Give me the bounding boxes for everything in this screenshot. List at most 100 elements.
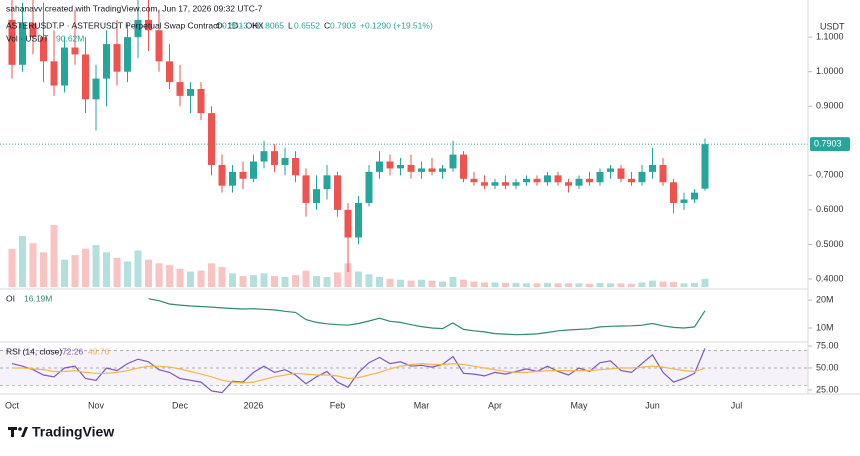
volume-bar bbox=[124, 261, 131, 287]
candle-body bbox=[355, 202, 362, 238]
volume-bar bbox=[586, 283, 593, 287]
candle-body bbox=[19, 23, 26, 65]
y-tick-label: 25.00 bbox=[816, 384, 839, 394]
change: +0.1290 (+19.51%) bbox=[360, 20, 433, 30]
candle-body bbox=[376, 161, 383, 172]
x-tick-label: Nov bbox=[88, 400, 105, 410]
ohlc-letter: C bbox=[324, 20, 330, 30]
volume-bar bbox=[449, 276, 457, 287]
volume-bar bbox=[365, 274, 373, 287]
candle-body bbox=[124, 37, 131, 72]
volume-bar bbox=[565, 283, 572, 287]
volume-bar bbox=[512, 282, 520, 287]
candle-body bbox=[197, 88, 205, 114]
volume-bar bbox=[250, 275, 257, 287]
volume-bar bbox=[92, 245, 100, 287]
candle-body bbox=[680, 199, 688, 203]
candle-body bbox=[512, 182, 520, 186]
volume-name: Vol · USDT bbox=[6, 33, 49, 43]
volume-bar bbox=[649, 280, 656, 287]
volume-bar bbox=[691, 282, 698, 287]
volume-bar bbox=[470, 281, 478, 287]
ohlc-value: 0.7903 bbox=[330, 20, 356, 30]
candle-body bbox=[155, 30, 163, 62]
candle-body bbox=[670, 182, 677, 203]
candle-body bbox=[239, 171, 247, 179]
candle-body bbox=[71, 47, 79, 55]
volume-bar bbox=[344, 263, 352, 287]
candle-body bbox=[565, 182, 572, 186]
ohlc-value: 0.6613 bbox=[222, 20, 248, 30]
ohlc-letter: L bbox=[288, 20, 293, 30]
candle-body bbox=[428, 168, 436, 172]
candle-body bbox=[344, 209, 352, 238]
candle-body bbox=[29, 23, 37, 38]
volume-bar bbox=[313, 276, 320, 287]
candle-body bbox=[470, 178, 478, 183]
y-tick-label: 0.5000 bbox=[816, 239, 844, 249]
volume-bar bbox=[670, 281, 677, 287]
ohlc-letter: H bbox=[252, 20, 258, 30]
series-line bbox=[11, 348, 706, 394]
series-line bbox=[148, 298, 706, 336]
ohlc-value: 0.6552 bbox=[294, 20, 320, 30]
candle-body bbox=[103, 44, 110, 79]
x-tick-label: Jun bbox=[645, 400, 660, 410]
volume-bar bbox=[502, 282, 509, 287]
candle-body bbox=[113, 44, 121, 72]
volume-bar bbox=[638, 282, 646, 287]
candle-body bbox=[701, 144, 709, 189]
volume-bar bbox=[680, 283, 688, 287]
candle-body bbox=[502, 182, 509, 186]
candle-body bbox=[407, 164, 415, 172]
plot-layer: Oct Nov Dec 2026 Feb Mar Apr May Jun Jul 0.4000 0.5… bbox=[0, 0, 844, 410]
volume-bar bbox=[208, 263, 215, 287]
volume-bar bbox=[40, 252, 47, 287]
candle-body bbox=[607, 168, 614, 172]
candle-body bbox=[92, 78, 100, 100]
volume-bar bbox=[229, 273, 236, 287]
candle-body bbox=[586, 178, 593, 183]
volume-value: 90.62M bbox=[56, 33, 84, 43]
logo-icon bbox=[18, 427, 22, 431]
volume-bar bbox=[176, 268, 184, 287]
candle-body bbox=[439, 168, 446, 172]
y-tick-label: 20M bbox=[816, 294, 834, 304]
candle-body bbox=[617, 168, 625, 179]
candle-body bbox=[460, 154, 467, 179]
candle-body bbox=[218, 164, 226, 186]
candle-body bbox=[302, 175, 310, 203]
volume-bar bbox=[134, 250, 142, 287]
x-tick-label: Mar bbox=[414, 400, 430, 410]
volume-bar bbox=[155, 263, 163, 287]
volume-bar bbox=[271, 276, 278, 287]
candle-body bbox=[523, 178, 530, 183]
volume-bar bbox=[29, 243, 37, 287]
volume-bar bbox=[145, 259, 152, 287]
candle-body bbox=[691, 192, 698, 200]
candle-body bbox=[281, 158, 289, 165]
volume-bar bbox=[575, 283, 583, 287]
candle-body bbox=[292, 158, 299, 176]
candle-body bbox=[649, 164, 656, 172]
candle-body bbox=[260, 151, 268, 162]
x-tick-label: May bbox=[570, 400, 588, 410]
candle-body bbox=[491, 182, 499, 186]
credit: sahanavv created with TradingView.com, J… bbox=[6, 3, 263, 13]
candle-body bbox=[250, 161, 257, 179]
volume-bar bbox=[544, 282, 551, 287]
logo-text: TradingView bbox=[32, 424, 114, 440]
candle-body bbox=[659, 164, 667, 183]
pane-name: OI bbox=[6, 293, 15, 303]
candle-body bbox=[334, 175, 341, 210]
volume-bar bbox=[355, 271, 362, 287]
candle-body bbox=[82, 54, 89, 100]
candle-body bbox=[397, 164, 404, 169]
last-price-box bbox=[810, 137, 850, 152]
candle-body bbox=[187, 88, 194, 96]
x-tick-label: 2026 bbox=[243, 400, 263, 410]
x-tick-label: Apr bbox=[488, 400, 502, 410]
